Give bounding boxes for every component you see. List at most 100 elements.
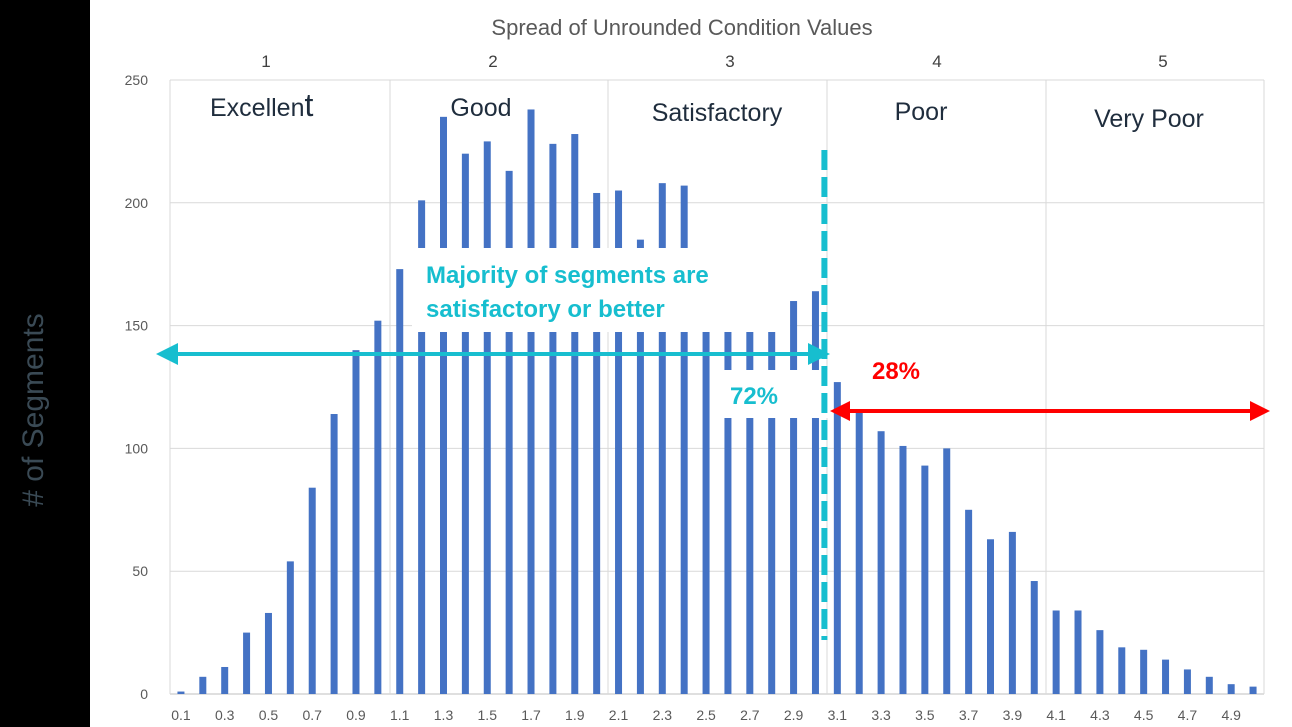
bar-4.4 [1118, 647, 1126, 694]
bar-1.4 [461, 153, 469, 694]
bar-3.2 [855, 409, 863, 694]
bar-1.7 [527, 109, 535, 695]
y-tick-label: 200 [125, 195, 149, 211]
bar-0.2 [199, 676, 207, 694]
y-tick-label: 250 [125, 72, 149, 88]
bar-2.7 [746, 305, 754, 694]
x-tick-label: 4.3 [1090, 707, 1110, 723]
bar-0.4 [243, 632, 251, 694]
bar-0.9 [352, 350, 360, 694]
bar-3.1 [833, 382, 841, 694]
rating-label-text: Poor [895, 98, 948, 126]
bar-3.9 [1008, 531, 1016, 694]
majority-text-background [412, 248, 790, 332]
bar-0.8 [330, 414, 338, 694]
x-tick-label: 0.5 [259, 707, 279, 723]
rating-label-2: Good [450, 94, 511, 122]
x-tick-label: 1.3 [434, 707, 454, 723]
bar-1.8 [549, 143, 557, 694]
bar-3.7 [965, 509, 973, 694]
x-tick-label: 3.7 [959, 707, 979, 723]
majority-text-line1: Majority of segments are [426, 262, 709, 289]
x-tick-label: 1.5 [478, 707, 498, 723]
x-tick-label: 0.9 [346, 707, 366, 723]
x-tick-label: 2.1 [609, 707, 629, 723]
x-tick-label: 3.1 [828, 707, 848, 723]
bar-0.1 [177, 691, 185, 694]
bar-4.3 [1096, 630, 1104, 694]
bar-4.6 [1162, 659, 1170, 694]
x-tick-label: 0.7 [302, 707, 322, 723]
bar-3.6 [943, 448, 951, 694]
bar-2.2 [636, 239, 644, 694]
bar-5.0 [1249, 686, 1257, 694]
bar-4.8 [1205, 676, 1213, 694]
y-tick-label: 0 [140, 686, 148, 702]
rating-label-text: Satisfactory [652, 99, 783, 127]
left-arrow-head-left [156, 343, 178, 365]
rating-number-4: 4 [932, 52, 941, 71]
bar-3.5 [921, 465, 929, 694]
rating-number-5: 5 [1158, 52, 1167, 71]
right-percent-label: 28% [872, 358, 920, 385]
chart-title: Spread of Unrounded Condition Values [491, 15, 872, 40]
bar-1.0 [374, 320, 382, 694]
x-tick-label: 1.1 [390, 707, 410, 723]
x-tick-label: 3.3 [871, 707, 891, 723]
bar-4.0 [1030, 581, 1038, 694]
bar-2.8 [768, 301, 776, 694]
bar-0.5 [264, 612, 272, 694]
bar-1.5 [483, 141, 491, 694]
condition-ratings: 1 Excellent 2 Good 3 Satisfactory 4 Poor 5 Very P… [210, 52, 1204, 133]
bar-3.3 [877, 431, 885, 694]
bar-4.9 [1227, 684, 1235, 694]
x-tick-labels: 0.1 0.3 0.5 0.7 0.9 1.1 1.3 1.5 1.7 1.9 2.1 2.3 2.5 2… [171, 707, 1241, 723]
bar-3.8 [987, 539, 994, 694]
rating-label-4: Poor [895, 98, 948, 126]
annotations: Majority of segments are satisfactory or … [156, 150, 1270, 640]
y-tick-label: 100 [125, 440, 149, 456]
bar-2.1 [615, 190, 623, 694]
rating-number-2: 2 [488, 52, 497, 71]
rating-label-text: Good [450, 94, 511, 122]
chart-panel: Spread of Unrounded Condition Values 0 50… [90, 0, 1292, 727]
x-tick-label: 4.5 [1134, 707, 1154, 723]
x-tick-label: 2.7 [740, 707, 760, 723]
bar-1.9 [571, 134, 579, 695]
x-tick-label: 1.7 [521, 707, 541, 723]
majority-text-line2: satisfactory or better [426, 296, 665, 323]
rating-label-1: Excellent [210, 87, 314, 123]
bar-0.3 [221, 666, 229, 694]
bar-0.7 [308, 487, 316, 694]
x-tick-label: 4.9 [1221, 707, 1241, 723]
right-arrow-head-right [1250, 401, 1270, 421]
condition-values-chart: Spread of Unrounded Condition Values 050… [125, 15, 1270, 723]
bar-3.4 [899, 445, 907, 694]
bar-4.7 [1183, 669, 1191, 694]
bar-2.9 [790, 301, 798, 694]
bar-2.6 [724, 293, 732, 694]
bar-2.3 [658, 183, 666, 695]
y-tick-label: 50 [132, 563, 148, 579]
right-arrow-head-left [830, 401, 850, 421]
bar-1.6 [505, 170, 513, 694]
y-tick-label: 150 [125, 318, 149, 334]
left-percent-label: 72% [730, 383, 778, 410]
x-tick-label: 0.1 [171, 707, 191, 723]
rating-label-text: Excellen [210, 94, 305, 122]
y-axis-label: # of Segments [17, 313, 50, 507]
bar-2.4 [680, 185, 688, 694]
x-tick-label: 3.5 [915, 707, 935, 723]
rating-label-text: Very Poor [1094, 105, 1204, 133]
y-tick-labels: 0 50 100 150 200 250 [125, 72, 149, 702]
x-tick-label: 0.3 [215, 707, 235, 723]
bar-4.5 [1140, 649, 1148, 694]
left-percent-background [720, 370, 828, 418]
x-tick-label: 2.9 [784, 707, 804, 723]
bar-4.1 [1052, 610, 1060, 694]
bar-1.2 [418, 200, 426, 694]
rating-label-tail: t [305, 87, 314, 123]
bar-4.2 [1074, 610, 1082, 694]
x-tick-label: 1.9 [565, 707, 585, 723]
